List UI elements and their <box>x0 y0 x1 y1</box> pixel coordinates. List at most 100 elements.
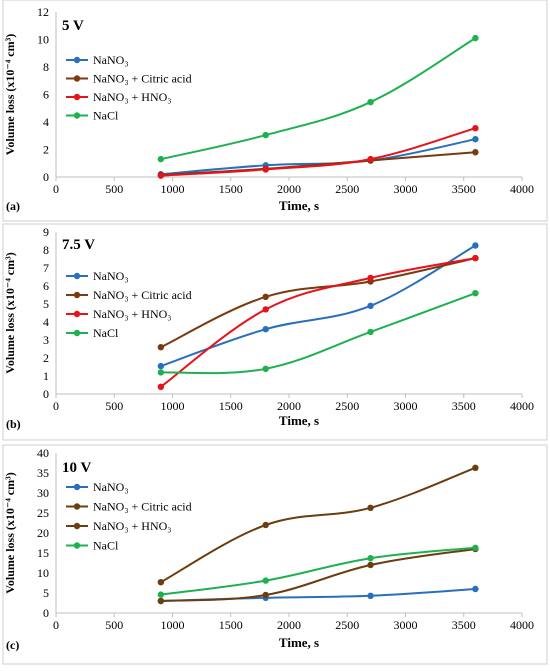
data-point <box>472 254 479 262</box>
y-tick-label: 0 <box>43 606 49 620</box>
panel-border <box>2 0 548 222</box>
data-point <box>472 290 479 297</box>
legend-marker <box>73 310 81 318</box>
x-tick-label: 3000 <box>394 182 418 196</box>
legend-marker <box>73 112 81 119</box>
legend-label: NaCl <box>93 539 119 553</box>
y-tick-label: 8 <box>43 243 49 257</box>
series-line <box>160 466 476 584</box>
data-point <box>262 591 269 599</box>
legend-marker <box>73 483 81 491</box>
data-point <box>367 302 374 309</box>
panel-border <box>2 444 548 665</box>
panel-label: (c) <box>6 638 19 652</box>
y-tick-label: 8 <box>43 60 49 74</box>
legend-label: NaNO₃ <box>93 53 129 67</box>
panel-label: (a) <box>6 199 20 213</box>
chart-title: 10 V <box>62 460 91 476</box>
data-point <box>367 561 374 569</box>
y-axis-label: Volume loss (x10⁻⁴ cm³) <box>3 34 17 155</box>
data-point <box>157 155 165 163</box>
legend-label: NaNO₃ <box>93 269 129 283</box>
x-tick-label: 4000 <box>510 618 534 632</box>
y-tick-label: 10 <box>37 33 49 47</box>
x-tick-label: 3500 <box>452 618 476 632</box>
y-tick-label: 3 <box>43 333 49 347</box>
data-point <box>472 242 479 249</box>
data-point <box>157 362 165 370</box>
x-tick-label: 0 <box>53 182 59 196</box>
y-tick-label: 20 <box>37 526 49 540</box>
legend-label: NaNO₃ + Citric acid <box>93 288 192 302</box>
x-tick-label: 500 <box>105 618 123 632</box>
x-tick-label: 0 <box>53 618 59 632</box>
series-line <box>160 548 476 602</box>
y-tick-label: 35 <box>37 466 49 480</box>
y-tick-label: 30 <box>37 486 49 500</box>
data-point <box>367 98 374 106</box>
panel-label: (b) <box>6 417 21 431</box>
data-point <box>262 326 269 333</box>
legend-label: NaNO₃ + HNO₃ <box>93 90 171 104</box>
x-tick-label: 4000 <box>510 399 534 413</box>
data-point <box>262 306 269 313</box>
series-line <box>160 292 476 375</box>
data-point <box>157 344 165 351</box>
x-tick-label: 1000 <box>161 618 185 632</box>
x-tick-label: 1500 <box>219 618 243 632</box>
chart-title: 5 V <box>62 18 84 34</box>
chart-c-svg: 0 5 10 15 20 25 30 35 40 0 500 1000 1500 2000 2500 3000… <box>2 444 548 665</box>
data-point <box>367 592 374 599</box>
y-tick-label: 5 <box>43 586 49 600</box>
legend-marker <box>73 329 81 337</box>
x-tick-label: 3500 <box>452 399 476 413</box>
legend-marker <box>73 272 81 280</box>
x-tick-label: 1500 <box>219 399 243 413</box>
data-point <box>262 293 269 300</box>
data-point <box>367 155 374 163</box>
x-axis-label: Time, s <box>279 198 319 213</box>
y-tick-label: 12 <box>37 5 49 19</box>
x-tick-label: 4000 <box>510 182 534 196</box>
x-tick-label: 2500 <box>335 182 359 196</box>
data-point <box>157 597 165 605</box>
series-line <box>160 546 476 596</box>
x-tick-label: 1000 <box>161 399 185 413</box>
x-tick-label: 2000 <box>277 618 301 632</box>
x-tick-label: 500 <box>105 399 123 413</box>
x-tick-label: 3000 <box>394 399 418 413</box>
series-line <box>160 257 476 388</box>
y-tick-label: 5 <box>43 297 49 311</box>
data-point <box>157 383 165 390</box>
y-tick-label: 2 <box>43 143 49 157</box>
data-point <box>472 124 479 132</box>
data-point <box>157 579 165 586</box>
x-tick-label: 1000 <box>161 182 185 196</box>
data-point <box>472 585 479 593</box>
data-point <box>367 274 374 282</box>
y-tick-label: 4 <box>43 315 49 329</box>
data-point <box>262 365 269 372</box>
data-point <box>472 464 479 471</box>
legend-marker <box>73 93 81 101</box>
y-axis-label: Volume loss (x10⁻⁴ cm³) <box>3 472 17 593</box>
legend-marker <box>73 56 81 64</box>
data-point <box>472 135 479 143</box>
legend-label: NaNO₃ + HNO₃ <box>93 519 171 533</box>
y-tick-label: 7 <box>43 261 49 275</box>
legend-marker <box>73 542 81 549</box>
y-tick-label: 4 <box>43 115 49 129</box>
legend-label: NaNO₃ <box>93 480 129 494</box>
series-line <box>160 138 476 176</box>
data-point <box>367 328 374 336</box>
data-point <box>367 504 374 511</box>
x-tick-label: 2000 <box>277 399 301 413</box>
data-point <box>262 577 269 584</box>
data-point <box>262 166 269 173</box>
y-tick-label: 0 <box>43 170 49 184</box>
legend-marker <box>73 522 81 530</box>
data-point <box>367 555 374 562</box>
y-axis-label: Volume loss (x10⁻⁴ cm³) <box>3 252 17 373</box>
chart-panel-a: 0 2 4 6 8 10 12 0 500 1000 1500 2000 2500 3000 3500 400… <box>0 0 550 222</box>
y-tick-label: 6 <box>43 88 49 102</box>
